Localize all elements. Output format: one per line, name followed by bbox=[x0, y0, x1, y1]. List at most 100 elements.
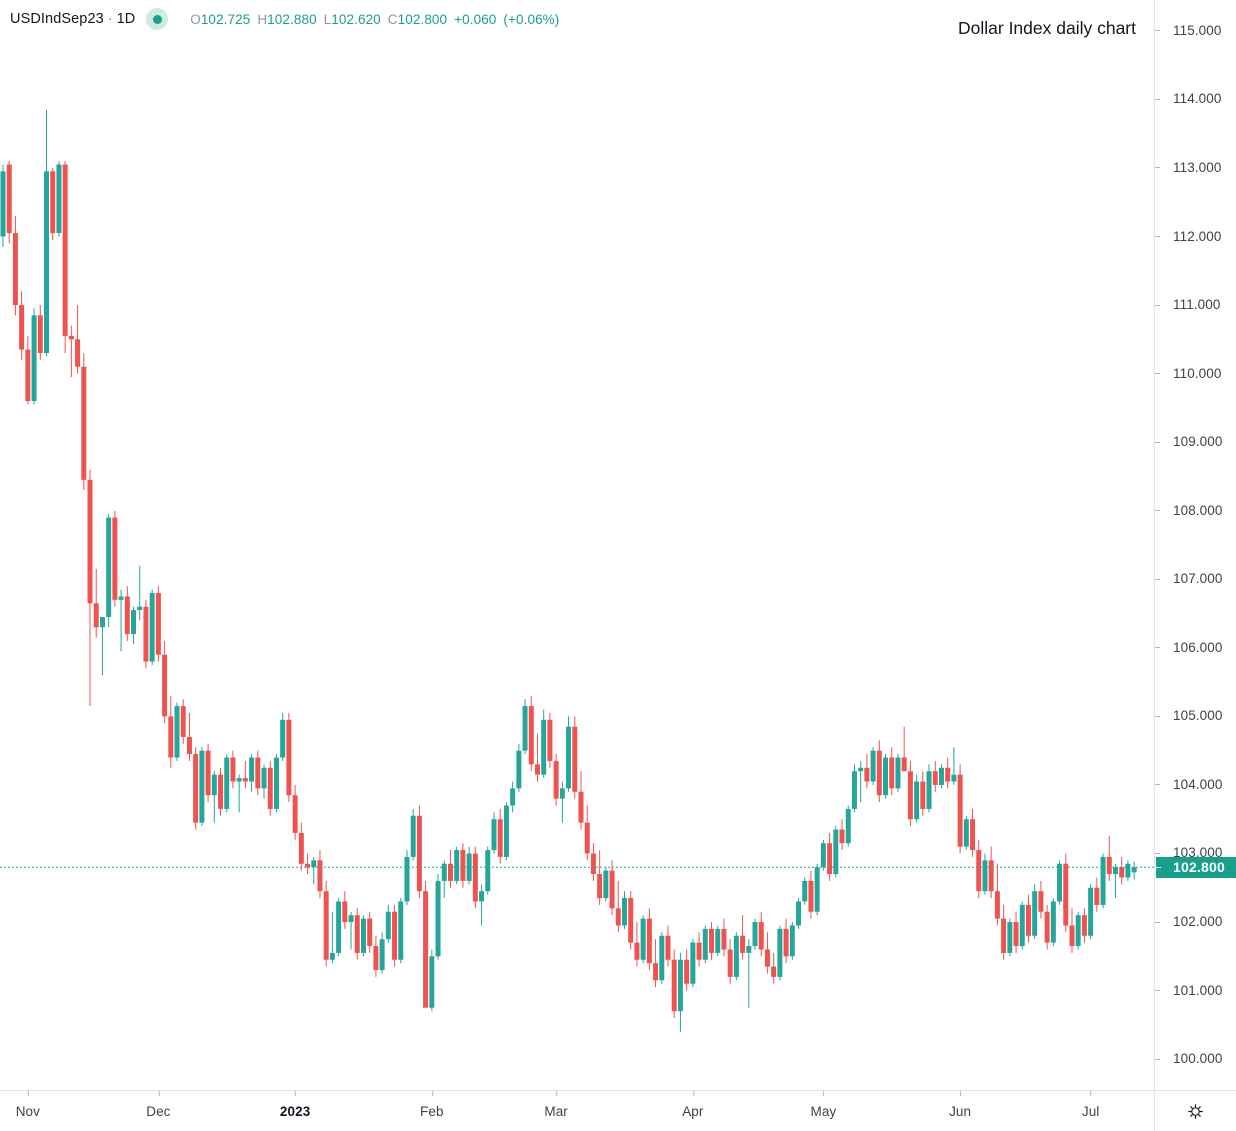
candle-body bbox=[267, 767, 273, 809]
candle-body bbox=[883, 757, 889, 796]
candle-body bbox=[44, 171, 49, 354]
candle-body bbox=[6, 164, 12, 234]
candle-body bbox=[920, 781, 926, 809]
change-absolute: +0.060 bbox=[454, 11, 497, 27]
candle-body bbox=[690, 942, 696, 984]
candle-body bbox=[205, 750, 211, 796]
candle-body bbox=[665, 935, 671, 960]
candle-body bbox=[273, 757, 279, 809]
time-axis-tick: Jul bbox=[1082, 1091, 1100, 1119]
current-price-value: 102.800 bbox=[1173, 858, 1226, 875]
candlestick-series bbox=[0, 109, 1154, 1032]
time-tick-dash bbox=[960, 1091, 962, 1096]
candle-body bbox=[62, 164, 68, 336]
candle-body bbox=[1081, 915, 1087, 936]
candle-body bbox=[479, 891, 485, 902]
candle-body bbox=[982, 860, 988, 892]
chart-plot-area[interactable] bbox=[0, 0, 1154, 1090]
candle-body bbox=[329, 952, 335, 960]
time-axis-tick: Apr bbox=[682, 1091, 703, 1119]
candle-body bbox=[25, 349, 31, 402]
candle-body bbox=[75, 339, 81, 367]
interval-label[interactable]: 1D bbox=[116, 11, 136, 27]
candle-body bbox=[951, 774, 957, 782]
price-tick-label: 114.000 bbox=[1173, 91, 1222, 107]
candle-body bbox=[914, 781, 920, 820]
candle-body bbox=[1044, 911, 1050, 943]
candle-body bbox=[162, 654, 168, 717]
candle-body bbox=[789, 925, 795, 957]
price-tick-dash bbox=[1155, 1058, 1160, 1060]
time-tick-dash bbox=[158, 1091, 160, 1096]
candle-body bbox=[628, 898, 634, 943]
price-tick-dash bbox=[1155, 373, 1160, 375]
candle-body bbox=[777, 928, 783, 977]
chart-settings-button[interactable] bbox=[1154, 1090, 1236, 1131]
candle-body bbox=[12, 233, 18, 306]
symbol-label[interactable]: USDIndSep23 bbox=[10, 11, 104, 27]
price-scale[interactable]: 115.000 114.000 113.000 112.000 111.000 110.0… bbox=[1154, 0, 1236, 1090]
candle-body bbox=[99, 616, 105, 628]
time-tick-label: Jul bbox=[1081, 1104, 1100, 1119]
price-tick-label: 105.000 bbox=[1173, 708, 1223, 724]
candle-body bbox=[441, 863, 447, 881]
candle-body bbox=[168, 716, 174, 758]
candle-body bbox=[1038, 891, 1044, 912]
candle-body bbox=[709, 928, 715, 953]
candle-body bbox=[261, 767, 267, 789]
time-scale[interactable]: Nov Dec 2023 Feb Mar Apr May Jun Jul bbox=[0, 1090, 1154, 1131]
candle-body bbox=[702, 928, 708, 960]
candle-body bbox=[820, 843, 826, 868]
candle-body bbox=[435, 880, 441, 957]
time-tick-dash bbox=[431, 1091, 433, 1096]
candle-body bbox=[143, 606, 149, 662]
candle-wick bbox=[95, 568, 97, 638]
time-tick-label: Feb bbox=[420, 1104, 444, 1119]
candle-wick bbox=[561, 781, 563, 823]
candle-body bbox=[224, 757, 230, 809]
candle-body bbox=[1025, 904, 1031, 936]
candle-body bbox=[81, 366, 87, 480]
price-tick-label: 100.000 bbox=[1173, 1051, 1223, 1067]
time-tick-dash bbox=[1090, 1091, 1092, 1096]
candle-body bbox=[609, 870, 615, 909]
candle-body bbox=[37, 315, 43, 354]
filled-circle-icon[interactable] bbox=[146, 8, 169, 30]
candle-body bbox=[50, 171, 56, 234]
candle-body bbox=[876, 750, 882, 796]
chart-legend[interactable]: USDIndSep23 · 1D O102.725 H102.880 L102.62… bbox=[10, 8, 566, 30]
price-tick-dash bbox=[1155, 98, 1160, 100]
candle-wick bbox=[350, 911, 352, 950]
candle-body bbox=[429, 956, 435, 1008]
candle-wick bbox=[139, 565, 141, 621]
candle-body bbox=[317, 860, 323, 892]
candle-body bbox=[764, 949, 770, 967]
candle-body bbox=[236, 778, 242, 782]
candle-body bbox=[485, 850, 491, 892]
candle-wick bbox=[120, 589, 122, 652]
candle-body bbox=[1112, 867, 1118, 875]
candle-body bbox=[839, 829, 845, 844]
candle-body bbox=[945, 767, 951, 782]
candle-body bbox=[653, 963, 659, 981]
price-tick-label: 112.000 bbox=[1173, 228, 1222, 244]
candle-body bbox=[1019, 904, 1025, 947]
candle-body bbox=[721, 928, 727, 950]
candle-body bbox=[926, 771, 932, 809]
current-price-badge[interactable]: 102.800 bbox=[1156, 856, 1236, 878]
price-tick-dash bbox=[1155, 236, 1160, 237]
candle-body bbox=[348, 915, 354, 923]
candle-body bbox=[193, 754, 199, 823]
candle-body bbox=[1131, 867, 1137, 873]
candle-body bbox=[677, 959, 683, 1012]
candle-body bbox=[938, 767, 944, 785]
page-title: Dollar Index daily chart bbox=[958, 18, 1136, 38]
candle-body bbox=[528, 706, 534, 765]
time-axis-tick: Nov bbox=[16, 1091, 40, 1119]
candle-body bbox=[385, 911, 391, 940]
time-axis-tick: Dec bbox=[146, 1091, 170, 1119]
candle-body bbox=[354, 915, 360, 953]
candle-wick bbox=[536, 733, 538, 782]
candle-body bbox=[1100, 856, 1106, 905]
